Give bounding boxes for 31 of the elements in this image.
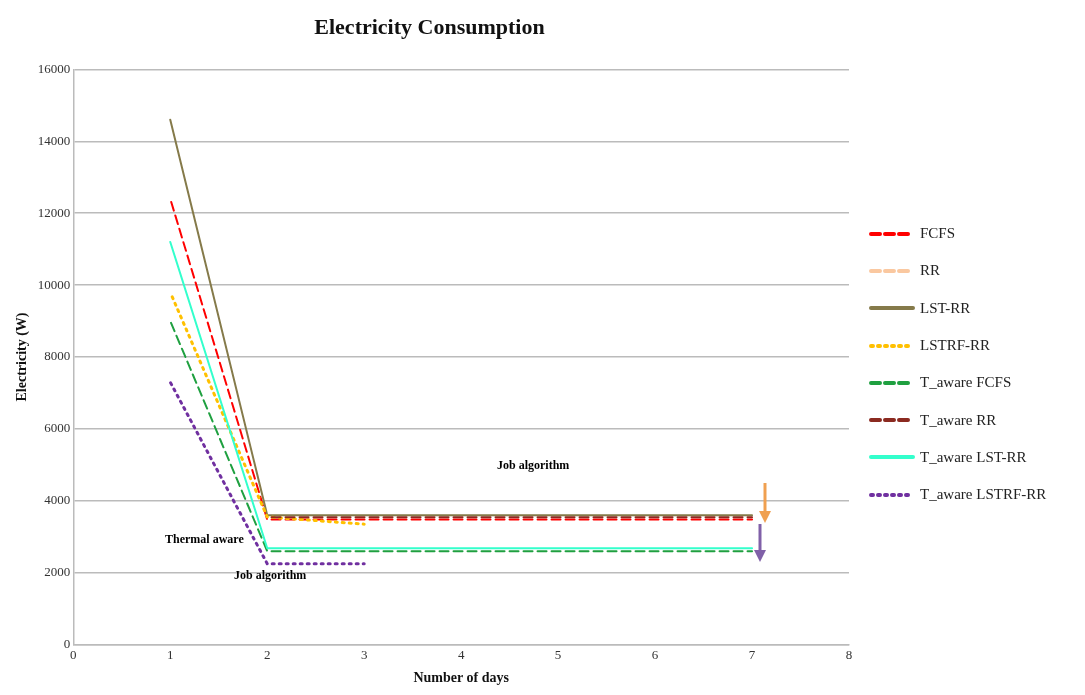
x-tick-label: 6 bbox=[651, 646, 659, 662]
y-axis-title: Electricity (W) bbox=[14, 312, 31, 402]
legend-label: T_aware LST-RR bbox=[920, 448, 1027, 466]
y-tick-label: 10000 bbox=[37, 276, 71, 292]
x-tick-label: 5 bbox=[554, 646, 562, 662]
legend-label: LSTRF-RR bbox=[920, 337, 991, 355]
x-tick-label: 2 bbox=[263, 646, 271, 662]
y-tick-label: 16000 bbox=[37, 60, 71, 76]
y-tick-label: 6000 bbox=[44, 420, 71, 436]
chart-title: Electricity Consumption bbox=[314, 13, 545, 39]
legend-label: T_aware RR bbox=[920, 411, 997, 429]
y-tick-label: 0 bbox=[63, 636, 71, 652]
x-tick-label: 8 bbox=[845, 646, 853, 662]
legend-label: FCFS bbox=[920, 225, 956, 243]
x-axis-title: Number of days bbox=[413, 670, 510, 686]
annotation: Thermal aware bbox=[165, 532, 244, 547]
annotation: Job algorithm bbox=[234, 568, 307, 583]
x-tick-label: 4 bbox=[457, 646, 465, 662]
legend-label: LST-RR bbox=[920, 299, 971, 317]
annotation: Job algorithm bbox=[497, 458, 570, 473]
y-tick-label: 14000 bbox=[37, 132, 71, 148]
legend-label: T_aware FCFS bbox=[920, 374, 1012, 392]
x-tick-label: 3 bbox=[360, 646, 368, 662]
y-tick-label: 8000 bbox=[44, 348, 71, 364]
y-tick-label: 12000 bbox=[37, 204, 71, 220]
legend-label: RR bbox=[920, 262, 941, 280]
x-tick-label: 7 bbox=[748, 646, 756, 662]
x-tick-label: 1 bbox=[167, 646, 174, 662]
y-tick-label: 2000 bbox=[44, 564, 71, 580]
legend-label: T_aware LSTRF-RR bbox=[920, 486, 1047, 504]
y-tick-label: 4000 bbox=[44, 492, 71, 508]
